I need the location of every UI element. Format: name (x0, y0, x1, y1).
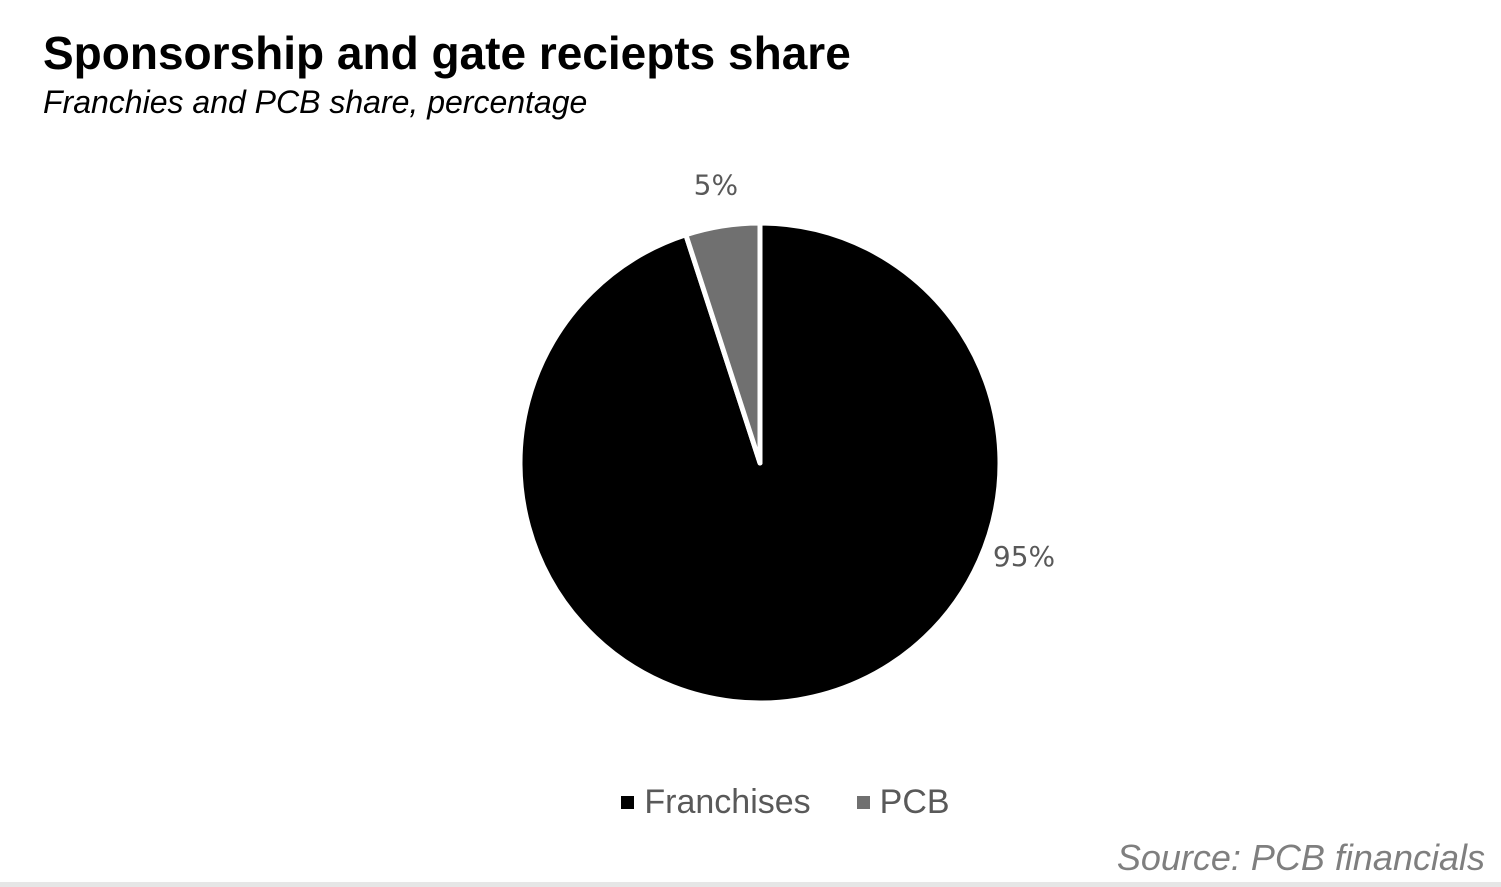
source-note: Source: PCB financials (1116, 837, 1485, 878)
chart-subtitle: Franchies and PCB share, percentage (43, 84, 588, 120)
legend-item-franchises: Franchises (621, 782, 811, 822)
data-label-franchises: 95% (993, 540, 1055, 573)
legend-swatch-pcb (856, 795, 870, 809)
legend-label-pcb: PCB (879, 782, 950, 821)
chart-legend: Franchises PCB (0, 780, 1501, 824)
pie-slice-pcb (683, 220, 763, 466)
chart-title: Sponsorship and gate reciepts share (43, 27, 851, 79)
legend-swatch-franchises (621, 795, 635, 809)
legend-label-franchises: Franchises (644, 782, 811, 821)
pie-data-labels: 95% 5% (694, 168, 1055, 573)
data-label-pcb: 5% (694, 168, 738, 201)
bottom-divider (0, 882, 1501, 887)
legend-item-pcb: PCB (856, 782, 950, 822)
pie-slices (517, 220, 1003, 706)
